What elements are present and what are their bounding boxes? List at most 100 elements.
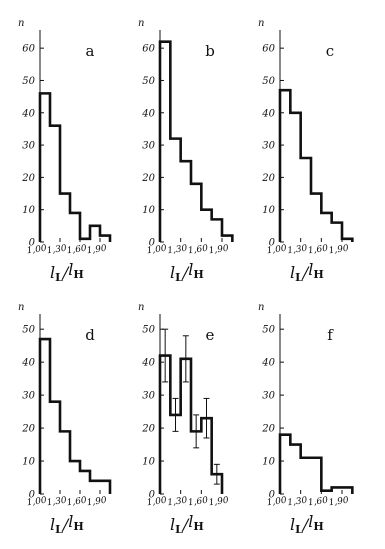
histogram-bin: [40, 93, 50, 242]
x-tick-label: 1,30: [287, 496, 309, 509]
panel-e: 0 10 20 30 40 50 n 1,00 1,30 1,60 1,90 e lL/lH: [138, 302, 230, 536]
y-tick-label: 30: [142, 391, 155, 402]
y-tick-label: 20: [21, 424, 35, 435]
panel-letter: a: [86, 42, 95, 60]
x-tick-label: 1,30: [46, 244, 68, 257]
x-tick-label: 1,60: [307, 496, 329, 509]
histogram-bin: [40, 339, 50, 494]
histogram-bin: [332, 487, 342, 494]
histogram-bin: [301, 158, 311, 242]
x-axis-label: lL/lH: [290, 260, 324, 284]
panel-letter: c: [326, 42, 334, 60]
y-tick-label: 0: [29, 490, 36, 501]
histogram-bin: [50, 126, 60, 242]
y-axis-label: n: [258, 18, 264, 29]
histogram-bin: [311, 194, 321, 242]
y-tick-label: 30: [22, 391, 35, 402]
histogram-bin: [90, 226, 100, 242]
y-tick-label: 40: [141, 108, 155, 119]
histogram-bin: [60, 431, 70, 494]
x-tick-label: 1,00: [26, 496, 48, 509]
y-tick-label: 50: [142, 325, 155, 336]
panel-letter: d: [85, 326, 95, 344]
x-tick-label: 1,60: [187, 496, 209, 509]
panel-f: 0 10 20 30 40 50 n 1,00 1,30 1,60 1,90 f lL/lH: [258, 302, 354, 536]
y-tick-label: 10: [262, 205, 275, 216]
histogram-bin: [170, 139, 180, 242]
histogram-bin: [80, 471, 90, 494]
y-tick-label: 30: [22, 141, 35, 152]
histogram-bin: [70, 461, 80, 494]
histogram-bin: [311, 458, 321, 494]
histogram-bin: [90, 481, 100, 494]
x-tick-label: 1,60: [66, 244, 88, 257]
y-tick-label: 40: [21, 108, 35, 119]
y-tick-label: 50: [22, 76, 35, 87]
histogram-bin: [290, 445, 300, 494]
histogram-outline: [278, 433, 354, 494]
histogram-bin: [80, 239, 90, 242]
x-tick-label: 1,30: [167, 244, 189, 257]
y-tick-label: 30: [262, 141, 275, 152]
x-axis-label: lL/lH: [290, 512, 324, 536]
x-tick-label: 1,90: [208, 244, 230, 257]
y-tick-label: 40: [141, 358, 155, 369]
y-tick-label: 40: [261, 358, 275, 369]
histogram-bin: [301, 458, 311, 494]
x-tick-label: 1,60: [66, 496, 88, 509]
x-tick-label: 1,30: [46, 496, 68, 509]
y-tick-label: 60: [142, 44, 155, 55]
histogram-outline: [38, 92, 112, 242]
y-tick-label: 0: [269, 490, 276, 501]
y-axis-label: n: [18, 302, 24, 313]
y-tick-label: 10: [22, 457, 35, 468]
histogram-outline: [158, 354, 224, 494]
y-tick-label: 50: [262, 76, 275, 87]
histogram-bin: [212, 219, 222, 242]
y-tick-label: 0: [269, 238, 276, 249]
x-tick-label: 1,90: [86, 244, 108, 257]
y-tick-label: 0: [149, 490, 156, 501]
x-tick-label: 1,60: [187, 244, 209, 257]
histogram-bin: [60, 194, 70, 242]
y-tick-label: 40: [261, 108, 275, 119]
panel-c: 0 10 20 30 40 50 60 n 1,00 1,30 1,60 1,90 c lL/lH: [258, 18, 354, 284]
y-tick-label: 20: [141, 173, 155, 184]
y-tick-label: 10: [22, 205, 35, 216]
histogram-outline: [158, 40, 234, 242]
histogram-bin: [160, 42, 170, 242]
histogram-bin: [342, 487, 352, 494]
histogram-outline: [38, 337, 112, 494]
x-tick-label: 1,30: [287, 244, 309, 257]
x-tick-label: 1,00: [26, 244, 48, 257]
histogram-bin: [100, 481, 110, 494]
x-tick-label: 1,90: [328, 496, 350, 509]
histogram-bin: [321, 491, 331, 494]
y-tick-label: 20: [141, 424, 155, 435]
y-tick-label: 30: [142, 141, 155, 152]
x-tick-label: 1,00: [266, 496, 288, 509]
y-tick-label: 40: [21, 358, 35, 369]
panel-b: 0 10 20 30 40 50 60 n 1,00 1,30 1,60 1,90 b lL/lH: [138, 18, 234, 284]
y-tick-label: 10: [142, 205, 155, 216]
x-tick-label: 1,90: [328, 244, 350, 257]
x-axis-label: lL/lH: [50, 512, 84, 536]
x-tick-label: 1,30: [167, 496, 189, 509]
y-tick-label: 20: [261, 173, 275, 184]
y-tick-label: 50: [262, 325, 275, 336]
y-tick-label: 10: [262, 457, 275, 468]
y-tick-label: 20: [261, 424, 275, 435]
histogram-bin: [342, 239, 352, 242]
histogram-bin: [332, 223, 342, 242]
histogram-bin: [50, 402, 60, 494]
panel-letter: f: [327, 326, 334, 344]
x-tick-label: 1,60: [307, 244, 329, 257]
y-tick-label: 60: [22, 44, 35, 55]
y-tick-label: 0: [29, 238, 36, 249]
y-axis-label: n: [258, 302, 264, 313]
panel-letter: e: [206, 326, 215, 344]
x-tick-label: 1,90: [86, 496, 108, 509]
histogram-bin: [280, 435, 290, 494]
x-axis-label: lL/lH: [50, 260, 84, 284]
